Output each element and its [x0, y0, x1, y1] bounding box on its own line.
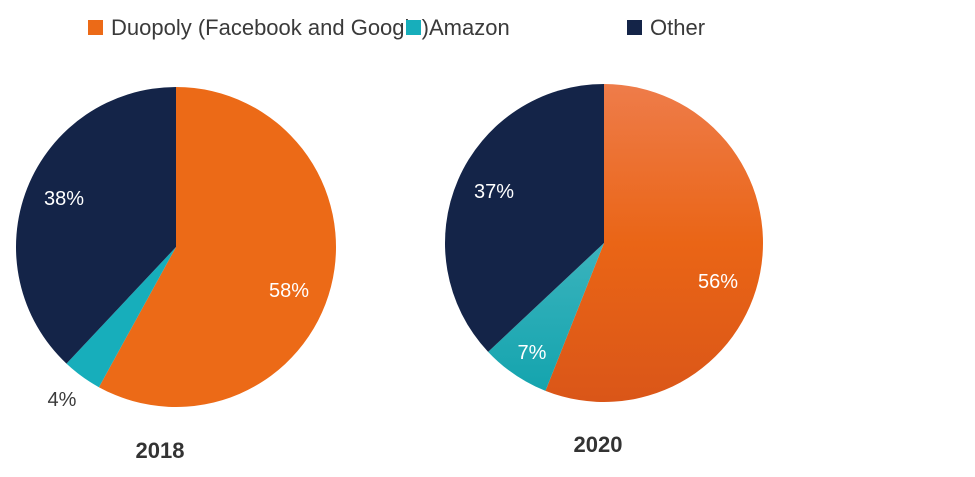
pie-slice: [98, 87, 336, 408]
pie-slice: [545, 84, 763, 402]
legend-swatch: [627, 20, 642, 35]
chart-title: 2020: [574, 432, 623, 457]
data-label: 56%: [698, 271, 738, 293]
legend-item: Duopoly (Facebook and Google): [88, 15, 429, 40]
pie-slice: [488, 243, 604, 391]
pie-2018: 58% 4% 38% 2018: [16, 87, 336, 463]
pie-slice: [66, 247, 176, 388]
legend-swatch: [88, 20, 103, 35]
data-label: 58%: [269, 280, 309, 302]
chart-title: 2018: [136, 438, 185, 463]
legend-item: Amazon: [406, 15, 510, 40]
data-label: 37%: [474, 181, 514, 203]
legend-item: Other: [627, 15, 705, 40]
pie-slice: [445, 84, 604, 352]
pie-2020: 56% 7% 37% 2020: [445, 84, 763, 457]
legend-label: Other: [650, 15, 705, 40]
data-label: 4%: [48, 389, 77, 411]
legend-label: Amazon: [429, 15, 510, 40]
legend: Duopoly (Facebook and Google) Amazon Other: [88, 15, 705, 40]
legend-label: Duopoly (Facebook and Google): [111, 15, 429, 40]
data-label: 38%: [44, 188, 84, 210]
pie-slice: [16, 87, 177, 364]
legend-swatch: [406, 20, 421, 35]
data-label: 7%: [518, 342, 547, 364]
